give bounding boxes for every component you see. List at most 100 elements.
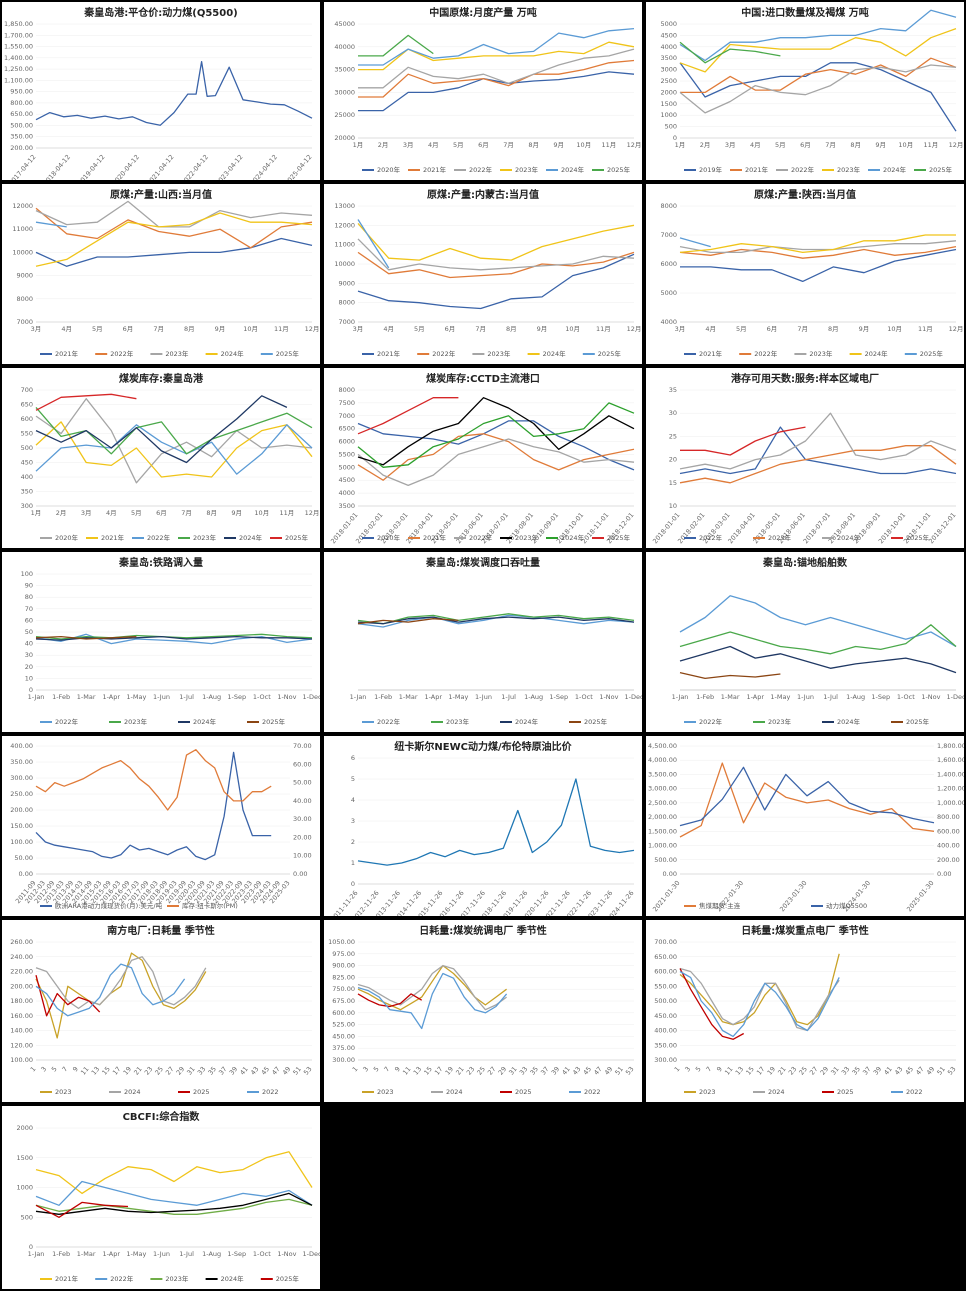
y-tick-label: 6500 [338, 425, 355, 433]
x-tick-label: 19 [444, 1065, 455, 1076]
y-tick-label: 1,700.00 [4, 31, 33, 39]
x-tick-label: 15 [100, 1065, 111, 1076]
chart-title: 秦皇岛:锚地船舶数 [762, 556, 848, 569]
y-tick-label: 1,500.00 [648, 827, 677, 835]
series-line-3 [679, 968, 745, 1040]
x-tick-label: 1-Feb [696, 693, 714, 701]
x-tick-label: 17 [111, 1065, 122, 1076]
legend-label: 2023年 [768, 533, 792, 542]
y-tick-label: 10 [669, 502, 677, 510]
y-tick-label: 9000 [338, 279, 355, 287]
y-tick-label: 0 [351, 880, 355, 888]
x-tick-label: 9 [71, 1065, 80, 1073]
x-tick-label: 33 [518, 1065, 529, 1076]
series-line-6 [358, 34, 434, 57]
chart-panel-16: 南方电厂:日耗量 季节性 100.00 120.00 140.00 160.00 180.… [2, 920, 320, 1102]
y-tick-label: 160.00 [10, 1012, 33, 1020]
series-line-1 [680, 248, 957, 283]
y-tick-label: 2 [351, 838, 355, 846]
x-tick-label: 10月 [576, 141, 591, 149]
y-tick-label: 0.00 [663, 870, 677, 878]
x-tick-label: 1-Aug [524, 693, 543, 701]
legend-label: 2024年 [837, 717, 861, 726]
y-tick-label: 750.00 [332, 985, 355, 993]
series-line-5 [35, 395, 288, 464]
y-tick-label: 400 [21, 473, 33, 481]
chart-svg-9: 港存可用天数:服务:样本区域电厂1015202530352018-01-0120… [651, 372, 957, 545]
x-tick-label: 12月 [305, 325, 320, 333]
x-tick-label: 1-Jun [475, 693, 492, 701]
chart-svg-4: 原煤:产量:山西:当月值 7000 8000 9000 10000 11000 12000 3… [12, 188, 320, 358]
y-tick-label: 40 [25, 640, 33, 648]
legend-label: 2024 [768, 1088, 785, 1096]
series-line-3 [357, 616, 635, 625]
x-tick-label: 3月 [675, 325, 686, 333]
legend-label: 2020年 [55, 533, 79, 542]
y-tick-label: 0 [29, 1243, 33, 1251]
legend-label: 2024 [446, 1088, 463, 1096]
chart-svg-19: CBCFI:综合指数 0 500 1000 1500 2000 1-Jan 1-Feb 1-Ma… [16, 1110, 320, 1283]
y-tick-label: 7000 [16, 318, 33, 326]
chart-title: CBCFI:综合指数 [123, 1110, 201, 1123]
x-tick-label: 35 [207, 1065, 218, 1076]
x-tick-label: 1-Mar [77, 693, 96, 701]
x-tick-label: 2022-04-12 [180, 153, 210, 180]
legend-label: 2025年 [607, 533, 631, 542]
x-tick-label: 2025-04-12 [283, 153, 313, 180]
x-tick-label: 10月 [254, 509, 269, 517]
x-tick-label: 47 [592, 1065, 603, 1076]
x-tick-label: 37 [217, 1065, 228, 1076]
x-tick-label: 1-Jan [28, 1250, 45, 1258]
legend-label: 2020年 [377, 165, 401, 174]
x-tick-label: 1-Jun [153, 1250, 170, 1258]
legend-label: 2023年 [165, 1274, 189, 1283]
chart-svg-17: 日耗量:煤炭统调电厂 季节性 300.00 375.00 450.00 525.00 60… [328, 924, 635, 1096]
x-tick-label: 1-Feb [52, 693, 70, 701]
x-tick-label: 5月 [736, 325, 747, 333]
series-line-4 [35, 212, 313, 267]
y-tick-label: 400.00 [654, 1027, 677, 1035]
x-tick-label: 19 [122, 1065, 133, 1076]
y-tick-label: 35000 [334, 66, 355, 74]
y-tick-label: 7000 [338, 412, 355, 420]
legend-label: 2021年 [423, 165, 447, 174]
series-line-4 [35, 635, 137, 640]
legend-label: 2025 [193, 1088, 210, 1096]
x-tick-label: 43 [893, 1065, 904, 1076]
x-tick-label: 1-Jul [823, 693, 838, 701]
x-tick-label: 47 [270, 1065, 281, 1076]
x-tick-label: 21 [132, 1065, 143, 1076]
y-tick-label: 350.00 [10, 133, 33, 141]
y2-tick-label: 200.00 [937, 856, 960, 864]
y-tick-label: 60 [25, 616, 33, 624]
y-tick-label: 8000 [338, 386, 355, 394]
legend-label: 2022年 [699, 533, 723, 542]
legend-label: 2024年 [543, 349, 567, 358]
chart-svg-3: 中国:进口数量煤及褐煤 万吨 0 500 1000 1500 2000 2500 3000 35… [660, 6, 963, 174]
x-tick-label: 1-Jul [179, 1250, 194, 1258]
y-tick-label: 200.00 [10, 144, 33, 152]
x-tick-label: 13 [734, 1065, 745, 1076]
x-tick-label: 1 [673, 1065, 682, 1073]
x-tick-label: 29 [175, 1065, 186, 1076]
series-line-5 [35, 1201, 129, 1218]
y-tick-label: 90 [25, 582, 33, 590]
y-tick-label: 4 [351, 796, 355, 804]
x-tick-label: 45 [582, 1065, 593, 1076]
x-tick-label: 11月 [274, 325, 289, 333]
chart-title: 煤炭库存:秦皇岛港 [119, 372, 204, 385]
y-tick-label: 1000 [16, 1184, 33, 1192]
x-tick-label: 3 [39, 1065, 48, 1073]
x-tick-label: 11月 [280, 509, 295, 517]
x-tick-label: 1 [351, 1065, 360, 1073]
x-tick-label: 41 [882, 1065, 893, 1076]
x-tick-label: 23 [143, 1065, 154, 1076]
x-tick-label: 3月 [353, 325, 364, 333]
x-tick-label: 6月 [445, 325, 456, 333]
x-tick-label: 1-Sep [871, 693, 890, 701]
series-line-2 [35, 749, 272, 811]
series-line-6 [357, 397, 459, 435]
legend-label: 2022年 [147, 533, 171, 542]
x-tick-label: 1-Nov [599, 693, 618, 701]
y-tick-label: 2000 [660, 88, 677, 96]
